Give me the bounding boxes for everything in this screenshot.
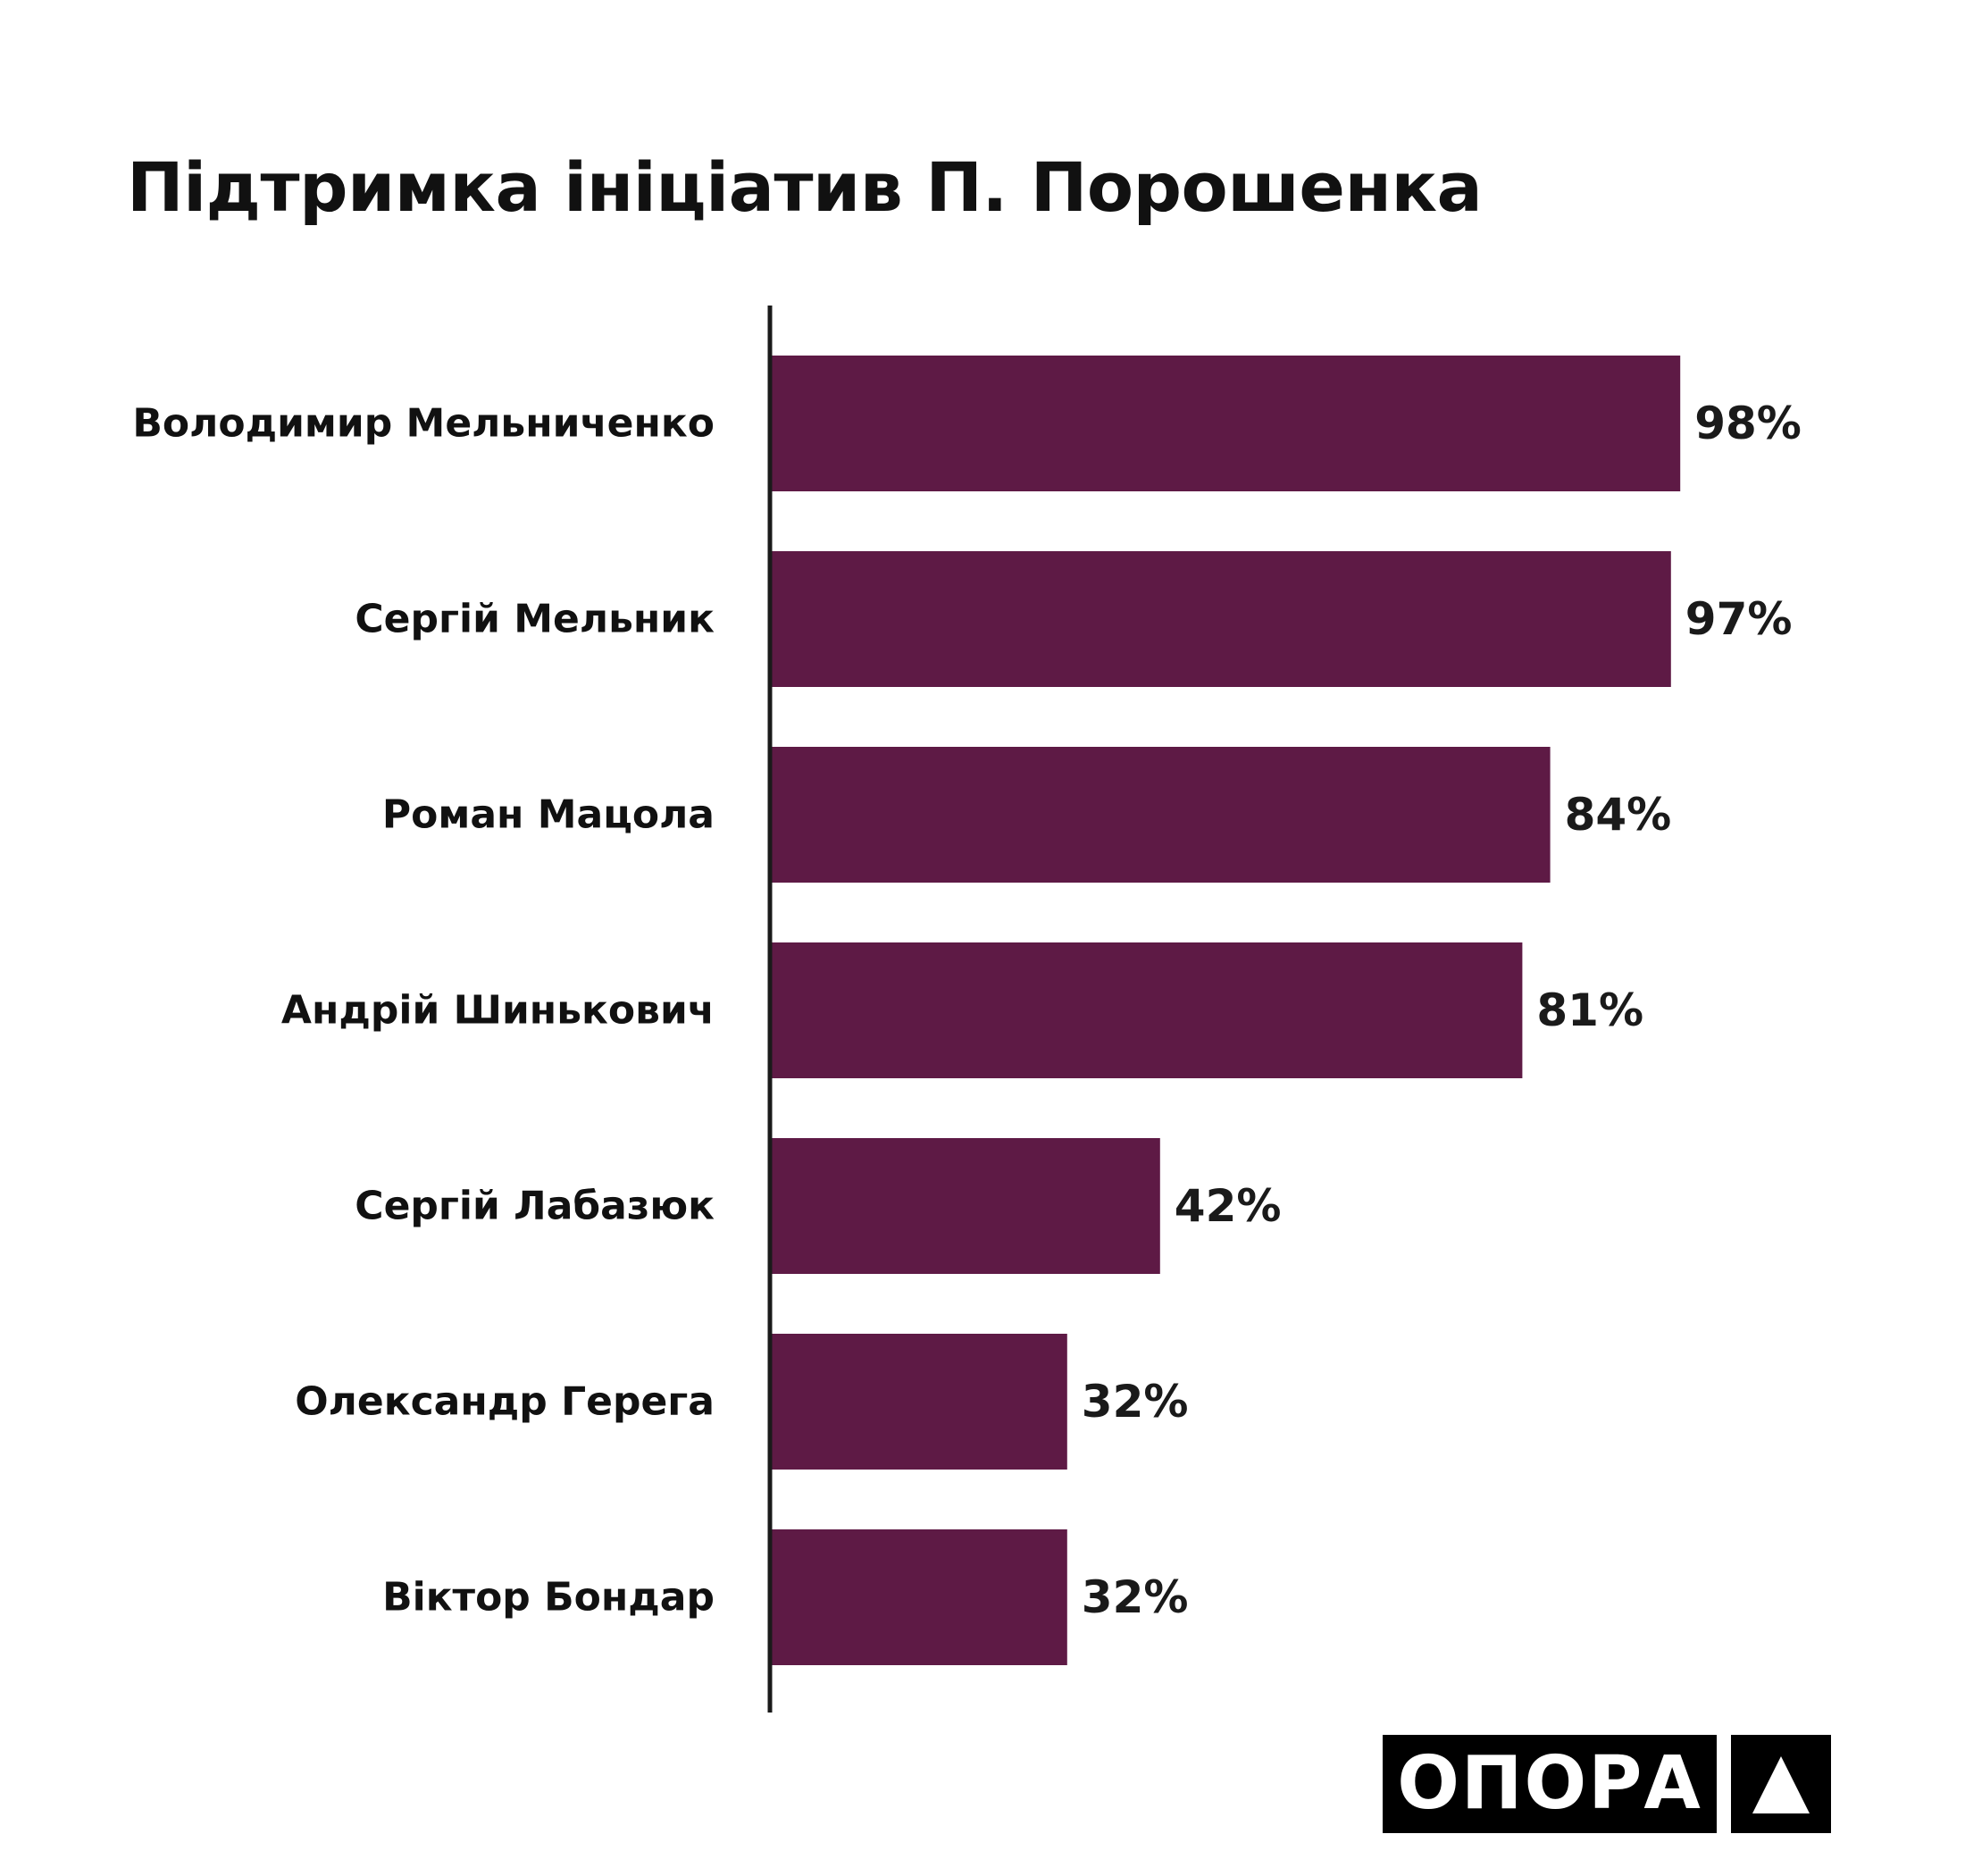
value-label: 32% bbox=[1082, 1571, 1189, 1623]
category-label: Сергій Лабазюк bbox=[355, 1184, 715, 1229]
category-labels: Володимир Мельниченко Сергій Мельник Роман… bbox=[132, 401, 715, 1621]
bar bbox=[770, 747, 1551, 883]
logo-wordmark: ОПОРА bbox=[1383, 1735, 1717, 1833]
bar bbox=[770, 356, 1681, 491]
category-label: Андрій Шинькович bbox=[281, 988, 715, 1034]
value-label: 81% bbox=[1536, 984, 1643, 1036]
value-labels: 98% 97% 84% 81% 42% 32% 32% bbox=[1082, 398, 1802, 1623]
logo-mark bbox=[1731, 1735, 1831, 1833]
category-label: Роман Мацола bbox=[382, 792, 715, 838]
triangle-icon bbox=[1752, 1756, 1810, 1813]
bar bbox=[770, 1334, 1067, 1470]
bar bbox=[770, 1138, 1160, 1274]
bar bbox=[770, 1529, 1067, 1665]
bar bbox=[770, 942, 1523, 1078]
bars-layer bbox=[770, 356, 1681, 1665]
value-label: 32% bbox=[1082, 1376, 1189, 1428]
bar bbox=[770, 551, 1671, 687]
value-label: 97% bbox=[1685, 593, 1793, 645]
category-label: Олександр Герега bbox=[295, 1379, 715, 1425]
chart-title: Підтримка ініціатив П. Порошенка bbox=[127, 147, 1483, 227]
category-label: Віктор Бондар bbox=[382, 1575, 715, 1621]
category-label: Сергій Мельник bbox=[355, 597, 715, 642]
opora-logo: ОПОРА bbox=[1383, 1735, 1831, 1833]
category-label: Володимир Мельниченко bbox=[132, 401, 715, 447]
value-label: 84% bbox=[1565, 789, 1672, 841]
value-label: 42% bbox=[1175, 1180, 1282, 1232]
value-label: 98% bbox=[1694, 398, 1802, 449]
